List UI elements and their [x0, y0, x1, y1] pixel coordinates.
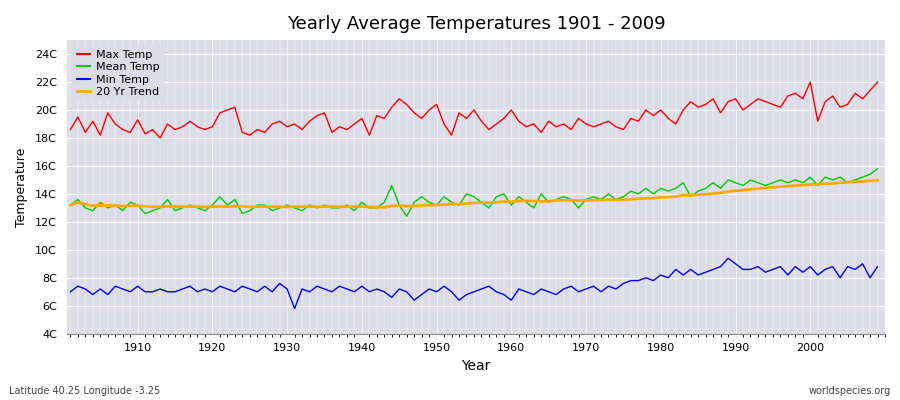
Text: Latitude 40.25 Longitude -3.25: Latitude 40.25 Longitude -3.25: [9, 386, 160, 396]
Y-axis label: Temperature: Temperature: [15, 147, 28, 227]
Legend: Max Temp, Mean Temp, Min Temp, 20 Yr Trend: Max Temp, Mean Temp, Min Temp, 20 Yr Tre…: [72, 46, 164, 101]
Title: Yearly Average Temperatures 1901 - 2009: Yearly Average Temperatures 1901 - 2009: [286, 15, 665, 33]
X-axis label: Year: Year: [461, 359, 491, 373]
Text: worldspecies.org: worldspecies.org: [809, 386, 891, 396]
